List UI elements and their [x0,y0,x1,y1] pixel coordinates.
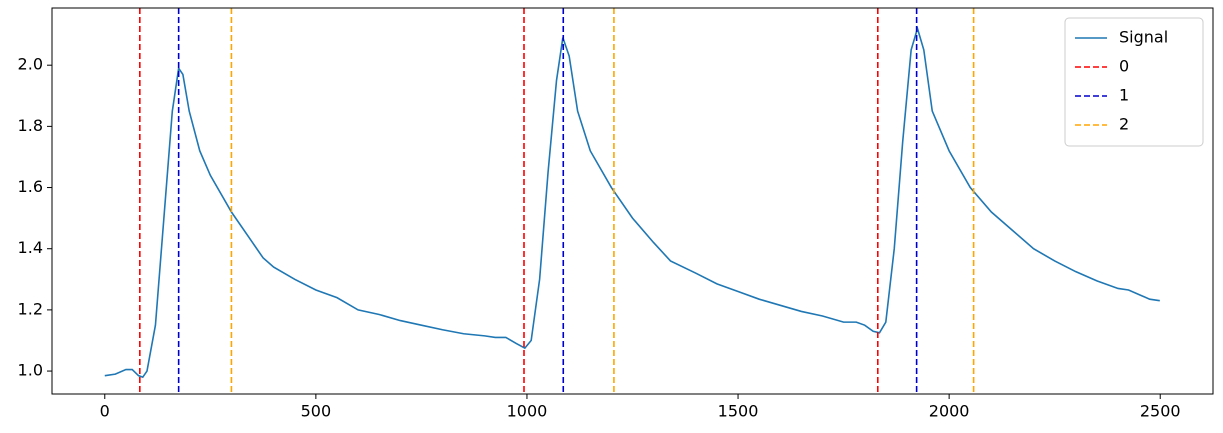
x-tick-label: 0 [100,402,110,421]
legend-label: 1 [1119,86,1129,105]
y-tick-label: 1.4 [18,238,43,257]
legend-label: 0 [1119,57,1129,76]
legend-label: Signal [1119,28,1168,47]
y-tick-label: 1.6 [18,177,43,196]
legend-box [1064,17,1204,147]
y-tick-label: 1.2 [18,299,43,318]
x-tick-label: 2000 [929,402,970,421]
x-tick-label: 1500 [718,402,759,421]
legend-label: 2 [1119,115,1129,134]
y-tick-label: 2.0 [18,55,43,74]
x-tick-label: 2500 [1140,402,1181,421]
x-tick-label: 500 [301,402,332,421]
x-tick-label: 1000 [507,402,548,421]
signal-line [104,25,1160,379]
y-tick-label: 1.0 [18,361,43,380]
y-tick-label: 1.8 [18,116,43,135]
plot-frame [51,7,1214,395]
